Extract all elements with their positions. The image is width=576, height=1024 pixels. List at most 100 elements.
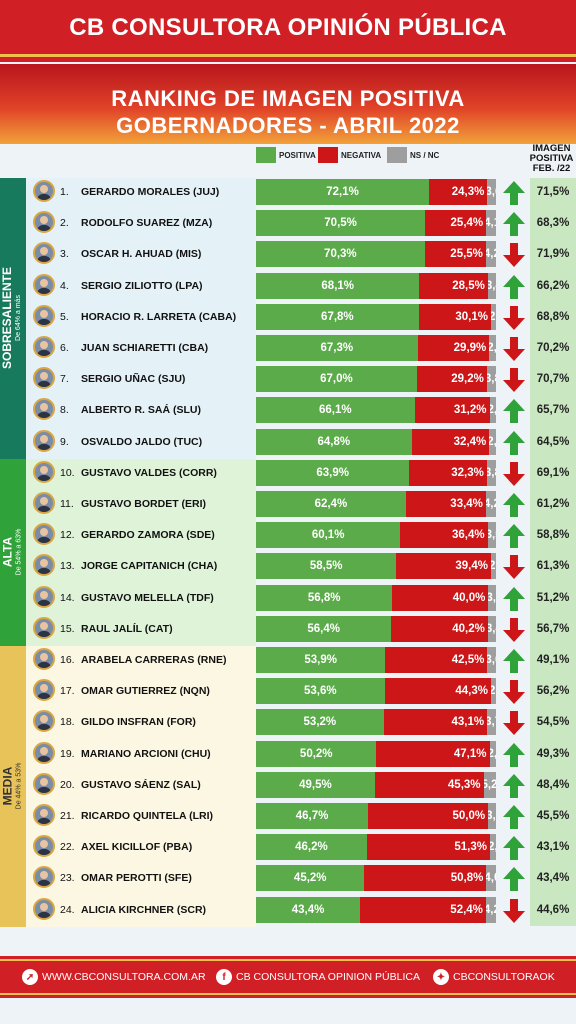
rank-number: 3. [60,248,69,261]
governor-name: ALICIA KIRCHNER (SCR) [81,903,207,916]
cursor-icon: ➚ [22,969,38,985]
governor-name: JORGE CAPITANICH (CHA) [81,560,218,573]
ns-value: 3,8 [486,373,496,386]
negative-value: 33,4% [450,498,483,510]
tier-band [0,646,26,927]
rank-number: 5. [60,310,69,323]
rank-number: 22. [60,841,75,854]
governor-avatar [33,367,55,390]
bar-positive: 62,4% [256,491,406,517]
bar-negative: 52,4% [360,896,486,923]
bar-negative: 50,0% [368,803,489,829]
rank-number: 17. [60,685,75,698]
brand-title: CB CONSULTORA OPINIÓN PÚBLICA [69,14,507,41]
positive-value: 62,4% [314,498,348,510]
previous-value: 68,8% [536,310,570,323]
negative-value: 31,2% [453,404,487,417]
bar-ns: 5,2 [483,771,496,798]
bar-ns: 3,2 [488,584,496,611]
arrow-up-icon [502,430,526,456]
footer-twitter[interactable]: ✦ CBCONSULTORAOK [433,969,555,985]
negative-value: 29,9% [453,342,487,354]
governor-avatar [33,180,55,202]
bar-ns: 3,6 [487,179,496,205]
rank-number: 20. [60,778,75,791]
footer-web-label: WWW.CBCONSULTORA.COM.AR [42,971,206,983]
stacked-bar: 56,8% 40,0%3,2 [256,584,496,611]
bar-ns: 4,1 [486,210,496,237]
rank-number: 16. [60,654,75,666]
governor-name: GILDO INSFRAN (FOR) [81,716,196,729]
ns-value: 3,6 [487,186,496,198]
legend-positive-label: POSITIVA [279,150,316,160]
ns-value: 3,8 [486,466,496,479]
rank-number: 6. [60,342,69,354]
chart-row: 15. RAUL JALÍL (CAT) 56,4% 40,2%3,4 56,7% [0,615,576,644]
arrow-up-icon [502,523,526,549]
governor-avatar [33,211,55,234]
positive-value: 67,3% [320,342,354,354]
arrow-down-icon [502,242,526,268]
tier-band [0,178,26,459]
governor-name: ARABELA CARRERAS (RNE) [81,654,227,666]
bar-positive: 66,1% [256,397,415,424]
chart-row: 13. JORGE CAPITANICH (CHA) 58,5% 39,4%2,1 61… [0,552,576,581]
negative-value: 24,3% [451,186,485,198]
footer-stripe-bottom [0,993,576,995]
previous-value: 66,2% [536,279,570,292]
chart-row: 19. MARIANO ARCIONI (CHU) 50,2% 47,1%2,7 49,… [0,740,576,769]
stacked-bar: 56,4% 40,2%3,4 [256,615,496,642]
previous-value: 71,9% [536,248,570,261]
positive-value: 67,8% [321,310,354,323]
chart-row: 23. OMAR PEROTTI (SFE) 45,2% 50,8%4,0 43,4% [0,864,576,893]
positive-value: 66,1% [319,404,352,417]
arrow-down-icon [502,898,526,924]
bar-ns: 2,7 [489,740,496,767]
governor-name: GUSTAVO SÁENZ (SAL) [81,778,201,791]
bar-ns: 3,7 [487,709,496,736]
positive-value: 70,5% [324,217,357,230]
bar-positive: 70,3% [256,241,425,268]
stacked-bar: 66,1% 31,2%2,7 [256,397,496,424]
bar-negative: 39,4% [396,553,491,580]
governor-avatar [33,492,55,514]
previous-value: 43,1% [536,841,570,854]
bar-positive: 53,6% [256,678,385,705]
chart-row: 5. HORACIO R. LARRETA (CABA) 67,8% 30,1%2,1… [0,303,576,332]
previous-value: 56,7% [536,622,570,635]
bar-negative: 25,5% [424,241,486,268]
ns-value: 3,6 [487,654,496,666]
bar-ns: 4,2 [485,896,496,923]
governor-avatar [33,523,55,546]
ns-value: 5,2 [483,778,496,791]
header-stripe [0,54,576,57]
negative-value: 32,4% [453,435,487,448]
arrow-up-icon [502,804,526,830]
governor-avatar [33,585,55,608]
negative-value: 42,5% [451,654,485,666]
positive-value: 43,4% [291,903,325,916]
rank-number: 12. [60,529,75,542]
bar-positive: 46,7% [256,803,369,829]
governor-avatar [33,616,55,639]
bar-ns: 4,2 [485,241,496,268]
footer-web[interactable]: ➚ WWW.CBCONSULTORA.COM.AR [22,969,206,985]
governor-avatar [33,304,55,327]
bar-ns: 3,8 [486,366,496,393]
legend-negative-label: NEGATIVA [341,150,382,160]
governor-name: JUAN SCHIARETTI (CBA) [81,342,209,354]
governor-name: RAUL JALÍL (CAT) [81,622,173,635]
legend-positive-swatch [256,147,276,163]
negative-value: 30,1% [455,310,488,323]
ns-value: 2,1 [490,560,496,573]
negative-value: 50,8% [450,872,484,885]
governor-name: AXEL KICILLOF (PBA) [81,841,193,854]
previous-value: 51,2% [536,591,570,604]
footer-facebook[interactable]: f CB CONSULTORA OPINION PÚBLICA [216,969,420,985]
governor-name: RODOLFO SUAREZ (MZA) [81,217,213,230]
governor-avatar [33,897,55,920]
chart-title: RANKING DE IMAGEN POSITIVA [111,86,465,111]
footer-twitter-label: CBCONSULTORAOK [453,971,555,983]
negative-value: 52,4% [450,903,483,916]
bar-ns: 2,1 [490,553,496,580]
